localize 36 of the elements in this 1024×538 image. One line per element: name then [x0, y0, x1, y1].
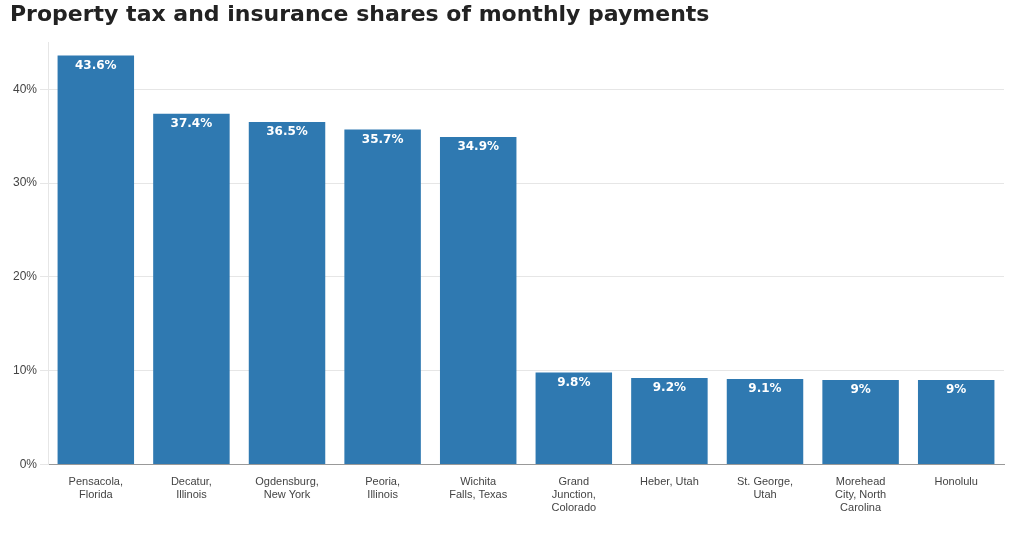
y-tick-label: 0% [19, 456, 38, 471]
x-tick-label: Grand Junction, Colorado [551, 475, 597, 514]
bar [631, 378, 708, 464]
bar [822, 380, 899, 464]
x-tick-label: Honolulu [934, 475, 978, 488]
data-label: 9.2% [652, 380, 687, 395]
x-tick-label: Heber, Utah [640, 475, 699, 488]
bar [917, 380, 995, 464]
y-tick-label: 10% [12, 362, 38, 377]
data-label: 35.7% [361, 131, 404, 146]
data-label: 9% [946, 382, 967, 397]
data-label: 34.9% [457, 139, 500, 154]
data-label: 43.6% [75, 57, 117, 72]
y-tick-label: 40% [12, 81, 38, 96]
data-label: 9.8% [557, 374, 591, 389]
bar [248, 122, 326, 464]
x-tick-label: Peoria, Illinois [365, 475, 401, 501]
x-tick-label: Morehead City, North Carolina [835, 475, 887, 514]
bar [535, 372, 613, 464]
x-tick-label: St. George, Utah [736, 475, 794, 501]
chart-title: Property tax and insurance shares of monthly payments [10, 0, 710, 26]
data-label: 37.4% [170, 115, 213, 130]
bar [726, 379, 804, 464]
bar [57, 55, 135, 464]
data-label: 9.1% [748, 381, 782, 396]
x-tick-label: Ogdensburg, New York [255, 475, 319, 501]
y-tick-label: 30% [12, 175, 38, 190]
bar [344, 129, 421, 464]
y-tick-label: 20% [12, 269, 38, 284]
x-tick-label: Pensacola, Florida [68, 475, 124, 501]
bar [153, 113, 230, 464]
bar [439, 137, 517, 464]
data-label: 9% [850, 382, 871, 397]
x-tick-label: Decatur, Illinois [170, 475, 212, 501]
x-tick-label: Wichita Falls, Texas [449, 475, 508, 501]
data-label: 36.5% [266, 124, 308, 139]
